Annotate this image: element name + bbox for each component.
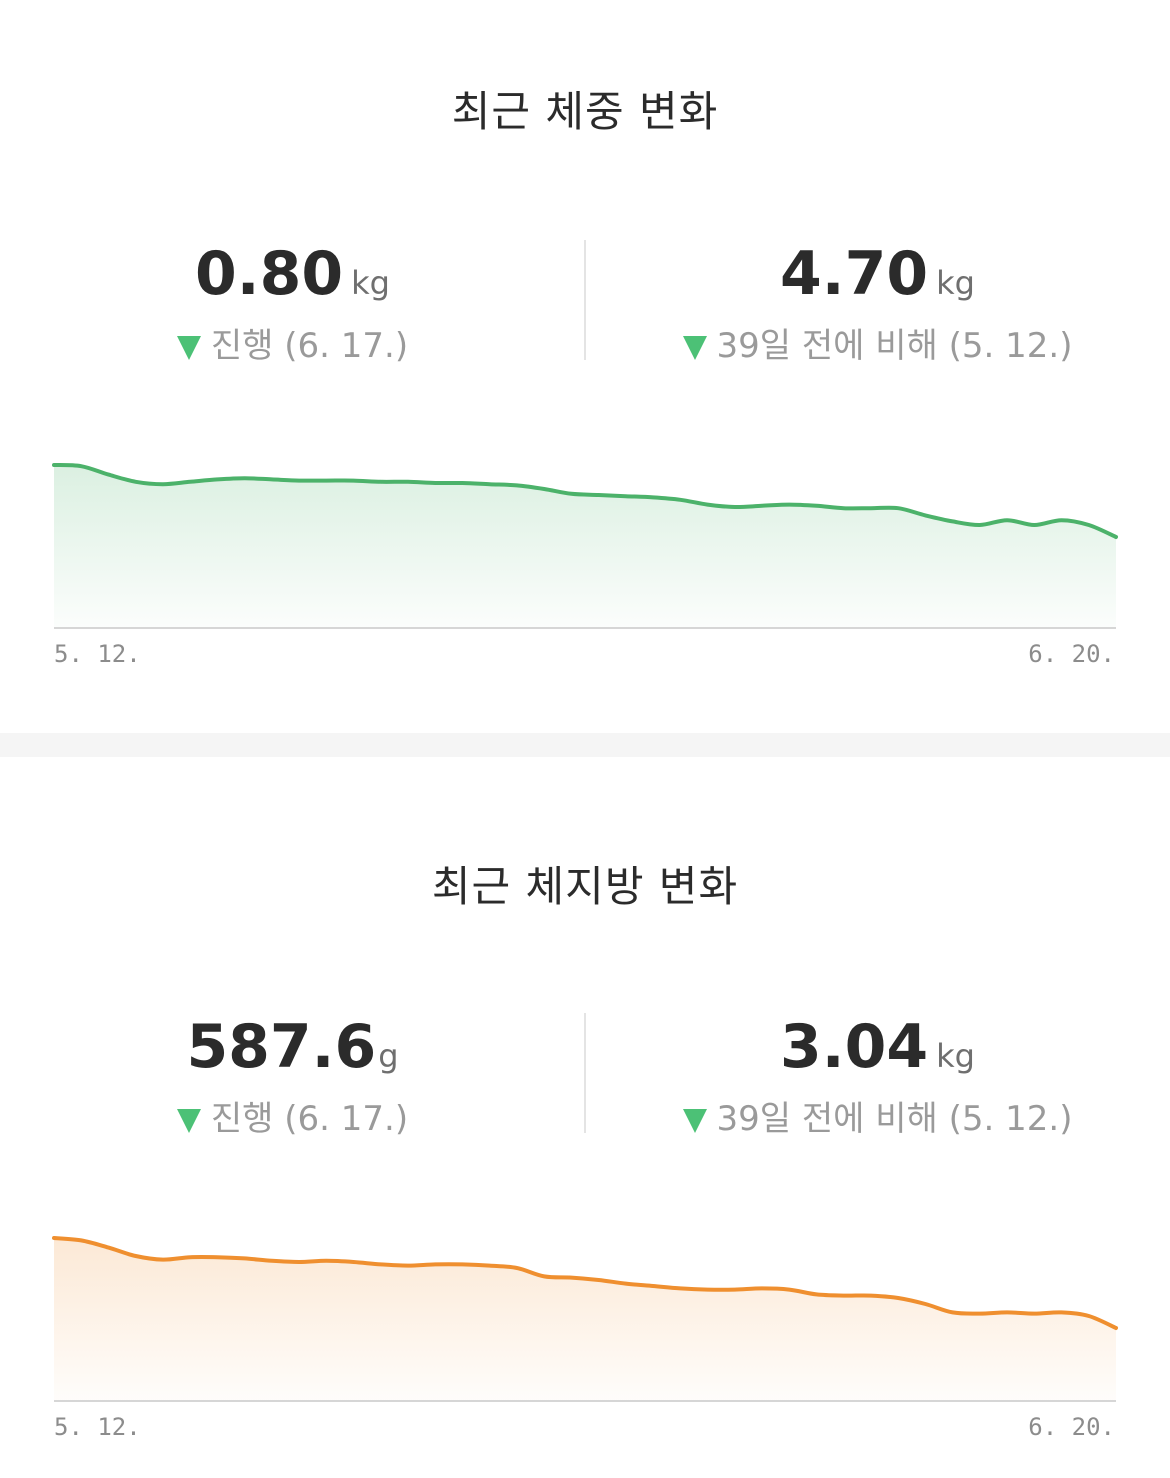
body-fat-total-change-caption: 39일 전에 비해 (5. 12.) bbox=[716, 1099, 1073, 1139]
body-fat-total-change-value: 3.04 bbox=[780, 1012, 929, 1082]
body-fat-chart[interactable] bbox=[0, 1223, 1170, 1403]
weight-progress-unit: kg bbox=[351, 264, 390, 302]
weight-section: 최근 체중 변화 0.80 kg 진행 (6. 17.) 4.70 kg 39일 전… bbox=[0, 0, 1170, 733]
body-fat-total-change-unit: kg bbox=[936, 1037, 975, 1075]
weight-progress-caption: 진행 (6. 17.) bbox=[210, 326, 409, 366]
weight-progress-stat[interactable]: 0.80 kg 진행 (6. 17.) bbox=[0, 240, 585, 367]
arrow-down-icon bbox=[682, 1109, 707, 1133]
weight-total-change-caption: 39일 전에 비해 (5. 12.) bbox=[716, 326, 1073, 366]
weight-total-change-stat[interactable]: 4.70 kg 39일 전에 비해 (5. 12.) bbox=[585, 240, 1170, 367]
arrow-down-icon bbox=[176, 1109, 201, 1133]
arrow-down-icon bbox=[176, 336, 201, 360]
weight-axis-end-label: 6. 20. bbox=[1028, 640, 1115, 668]
body-fat-series-line bbox=[52, 1236, 1118, 1330]
weight-stats: 0.80 kg 진행 (6. 17.) 4.70 kg 39일 전에 비해 (5. … bbox=[0, 240, 1170, 366]
weight-total-change-unit: kg bbox=[936, 264, 975, 302]
stat-divider bbox=[584, 240, 586, 360]
weight-axis-start-label: 5. 12. bbox=[54, 640, 141, 668]
weight-series-line bbox=[52, 463, 1118, 539]
body-fat-axis-start-label: 5. 12. bbox=[54, 1413, 141, 1441]
weight-total-change-value: 4.70 bbox=[780, 239, 929, 309]
weight-chart-svg bbox=[52, 463, 1118, 629]
stat-divider bbox=[584, 1013, 586, 1133]
body-fat-progress-value: 587.6 bbox=[186, 1012, 377, 1082]
body-fat-area-fill bbox=[54, 1238, 1116, 1401]
weight-area-fill bbox=[54, 465, 1116, 628]
body-fat-total-change-stat[interactable]: 3.04 kg 39일 전에 비해 (5. 12.) bbox=[585, 1013, 1170, 1140]
body-fat-chart-svg bbox=[52, 1236, 1118, 1402]
section-divider bbox=[0, 733, 1170, 757]
body-fat-section-title: 최근 체지방 변화 bbox=[431, 862, 739, 911]
weight-chart[interactable] bbox=[0, 450, 1170, 630]
body-fat-progress-caption: 진행 (6. 17.) bbox=[210, 1099, 409, 1139]
weight-section-title: 최근 체중 변화 bbox=[451, 87, 719, 136]
body-fat-section: 최근 체지방 변화 587.6g 진행 (6. 17.) 3.04 kg 39일 … bbox=[0, 757, 1170, 1478]
weight-progress-value: 0.80 bbox=[195, 239, 344, 309]
body-fat-axis-end-label: 6. 20. bbox=[1028, 1413, 1115, 1441]
body-fat-progress-stat[interactable]: 587.6g 진행 (6. 17.) bbox=[0, 1013, 585, 1140]
body-fat-progress-unit: g bbox=[378, 1037, 399, 1075]
arrow-down-icon bbox=[682, 336, 707, 360]
body-fat-stats: 587.6g 진행 (6. 17.) 3.04 kg 39일 전에 비해 (5. … bbox=[0, 1013, 1170, 1139]
